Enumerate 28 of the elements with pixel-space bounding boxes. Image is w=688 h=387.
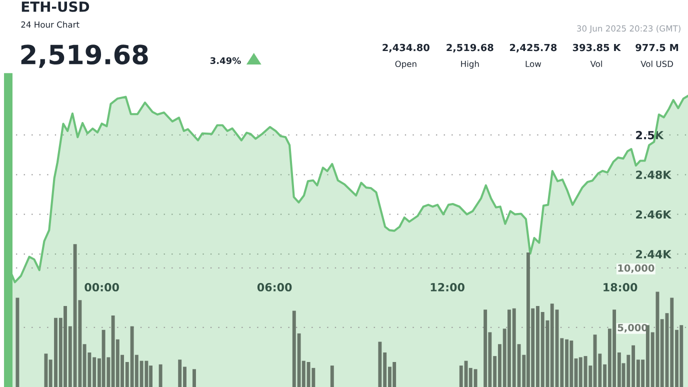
text: Open [395,60,416,69]
text: 2,519.68 [446,44,494,52]
y-tick-label: 2.48K [636,170,672,180]
x-tick-label: 06:00 [257,283,292,292]
text: Low [526,60,542,68]
bar [484,310,488,387]
bar [330,366,334,387]
bar [158,364,162,387]
bar [192,369,196,387]
chart-title: ETH-USD [22,1,90,12]
x-tick-label: 18:00 [604,283,638,292]
y-tick-label: 2.46K [636,210,672,219]
text: 30 Jun 2025 20:23 (GMT) [577,25,680,34]
x-tick-label: 00:00 [84,283,119,292]
text: Vol [590,60,602,68]
text: 2,434.80 [382,44,430,52]
x-tick-label: 12:00 [430,283,464,292]
chart-subtitle: 24 Hour Chart [21,21,80,28]
text: 977.5 M [636,44,678,52]
bar [16,298,20,387]
text: 3.49% [210,57,241,64]
text: 393.85 K [572,44,622,52]
text: 2,519.68 [21,44,148,68]
text: High [461,60,479,69]
text: 2,425.78 [510,44,557,52]
text: Vol USD [640,60,674,68]
y-tick-label: 2.44K [636,250,672,258]
y2-tick-label: 10,000 [618,264,654,273]
